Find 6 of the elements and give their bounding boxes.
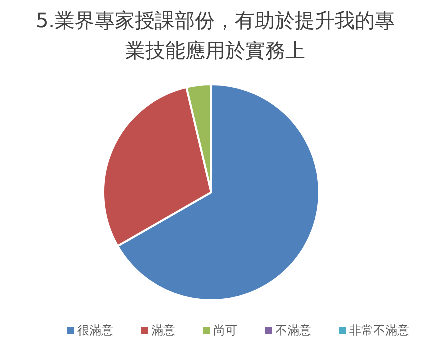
legend-label: 非常不滿意: [350, 324, 410, 338]
legend-label: 尚可: [214, 324, 238, 338]
legend-label: 不滿意: [276, 324, 312, 338]
legend-label: 滿意: [152, 324, 176, 338]
legend-label: 很滿意: [78, 324, 114, 338]
chart-title: 5.業界專家授課部份，有助於提升我的專業技能應用於實務上: [36, 8, 396, 62]
